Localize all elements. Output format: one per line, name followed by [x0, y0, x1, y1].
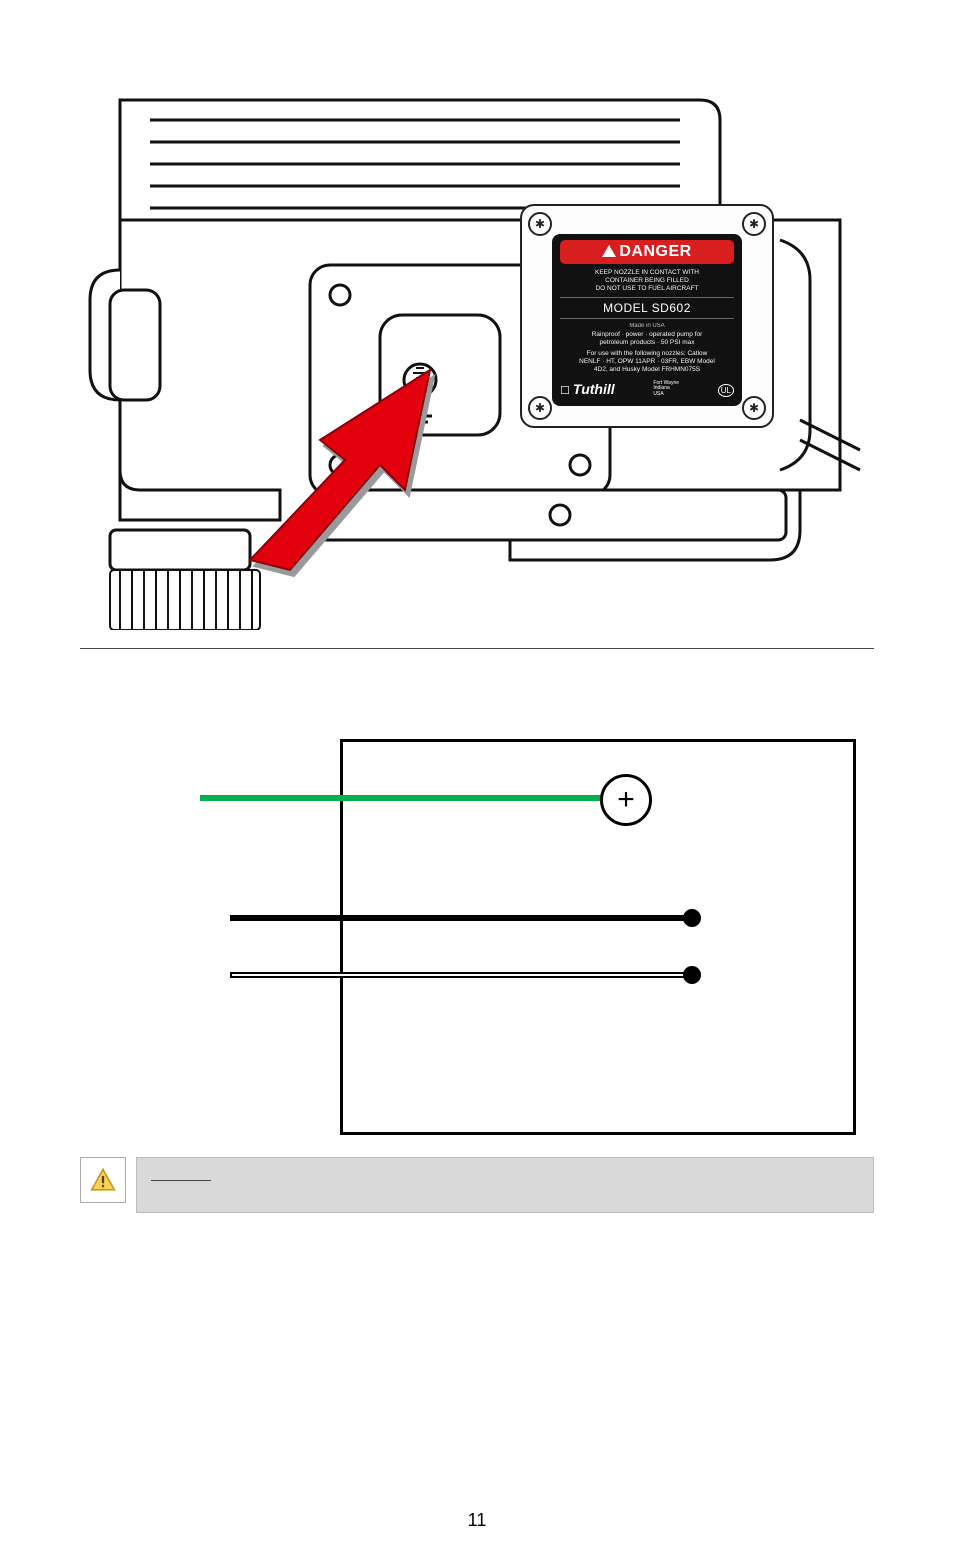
caution-icon-box — [80, 1157, 126, 1203]
junction-box-cover: DANGER KEEP NOZZLE IN CONTACT WITH CONTA… — [520, 204, 774, 428]
brand-logo: ☐ Tuthill — [560, 381, 615, 397]
page-number: 11 — [0, 1510, 954, 1531]
danger-text-2: CONTAINER BEING FILLED — [560, 277, 734, 285]
wiring-diagram: + — [80, 699, 874, 1139]
screw-icon — [742, 396, 766, 420]
hot-wire — [230, 915, 690, 921]
caution-heading: CAUTION! — [151, 1164, 211, 1181]
danger-header: DANGER — [560, 240, 734, 264]
screw-icon — [742, 212, 766, 236]
pump-illustration: DANGER KEEP NOZZLE IN CONTACT WITH CONTA… — [80, 90, 874, 630]
neutral-wire — [230, 972, 690, 978]
spec-2: petroleum products · 50 PSI max — [560, 339, 734, 347]
spec-1: Rainproof · power · operated pump for — [560, 331, 734, 339]
spec-3: For use with the following nozzles: Catl… — [560, 350, 734, 358]
warning-triangle-icon — [602, 245, 616, 257]
screw-icon — [528, 212, 552, 236]
screw-icon — [528, 396, 552, 420]
danger-text-3: DO NOT USE TO FUEL AIRCRAFT — [560, 285, 734, 293]
hot-terminal-icon — [683, 909, 701, 927]
model-line: MODEL SD602 — [560, 297, 734, 319]
danger-word: DANGER — [619, 243, 691, 260]
caution-callout: CAUTION! — [80, 1157, 874, 1213]
spec-5: 4D2, and Husky Model FRHMN075S — [560, 366, 734, 374]
spec-4: NENLF · HT, OPW 11APR · 03FR, EBW Model — [560, 358, 734, 366]
danger-text-1: KEEP NOZZLE IN CONTACT WITH — [560, 269, 734, 277]
ground-wire — [200, 795, 610, 801]
brand-sub: Fort Wayne Indiana USA — [653, 381, 679, 398]
neutral-terminal-icon — [683, 966, 701, 984]
danger-label: DANGER KEEP NOZZLE IN CONTACT WITH CONTA… — [552, 234, 742, 406]
section-divider — [80, 648, 874, 649]
caution-triangle-icon — [90, 1167, 116, 1193]
ul-mark-icon: UL — [718, 384, 734, 397]
made-in: Made in USA — [560, 323, 734, 331]
ground-terminal-icon: + — [600, 774, 652, 826]
caution-text-box: CAUTION! — [136, 1157, 874, 1213]
